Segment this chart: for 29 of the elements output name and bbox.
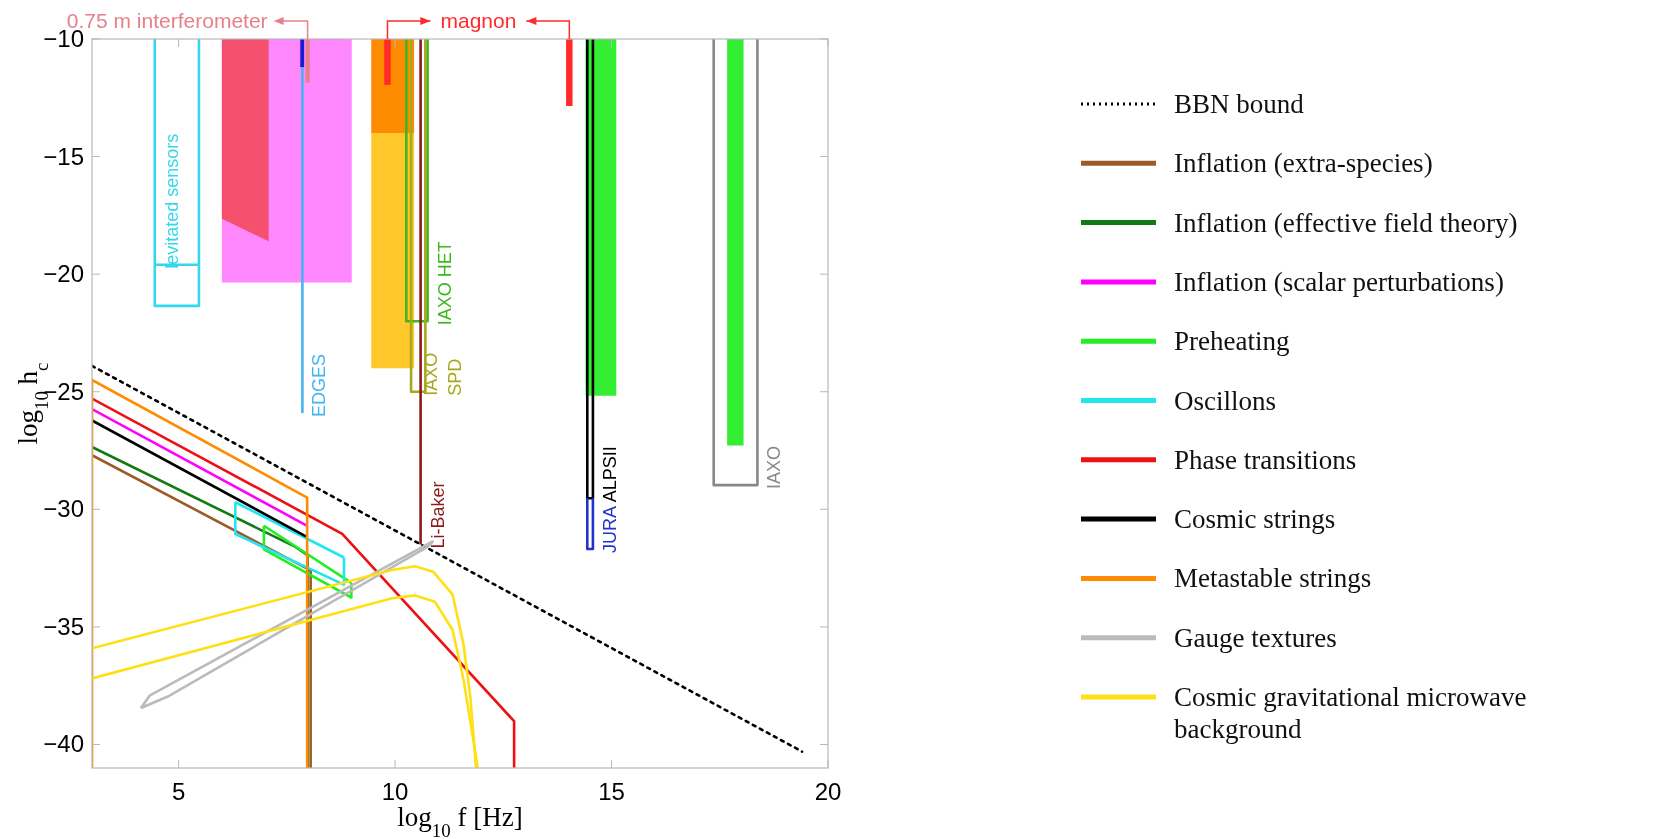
annotation: Li-Baker bbox=[427, 481, 448, 549]
x-tick-label: 20 bbox=[814, 778, 842, 805]
y-tick-label: −20 bbox=[43, 260, 84, 288]
legend-label: Cosmic strings bbox=[1174, 504, 1336, 535]
y-tick-label: −15 bbox=[43, 142, 84, 170]
legend-label: Phase transitions bbox=[1174, 444, 1357, 475]
annotation: levitated sensors bbox=[161, 133, 182, 269]
annotation: EDGES bbox=[309, 353, 330, 417]
annotation: ALPSII bbox=[599, 446, 620, 503]
x-tick-label: 15 bbox=[598, 778, 625, 805]
legend-label: Inflation (scalar perturbations) bbox=[1174, 266, 1504, 297]
y-tick-label: −30 bbox=[43, 495, 84, 523]
legend-label: Inflation (extra-species) bbox=[1174, 148, 1433, 179]
legend-label: Gauge textures bbox=[1174, 622, 1337, 653]
annotation: IAXO bbox=[764, 446, 785, 490]
legend-label: Metastable strings bbox=[1174, 563, 1372, 594]
x-tick-label: 10 bbox=[381, 778, 409, 805]
legend-label: Preheating bbox=[1174, 326, 1290, 357]
x-axis-title: log$_{10}$ f [Hz] bbox=[397, 802, 523, 839]
y-tick-label: −35 bbox=[43, 612, 84, 640]
x-tick-label: 5 bbox=[171, 778, 186, 805]
annotation: IAXO HET bbox=[434, 241, 455, 326]
y-tick-label: −40 bbox=[43, 730, 84, 758]
legend-label: BBN bound bbox=[1174, 89, 1305, 119]
annotation: magnon bbox=[440, 9, 517, 32]
annotation: JURA bbox=[599, 506, 620, 554]
legend-label: Cosmic gravitational microwave background bbox=[1174, 682, 1527, 744]
legend-label: Oscillons bbox=[1174, 385, 1277, 416]
legend-label: Inflation (effective field theory) bbox=[1174, 207, 1518, 238]
